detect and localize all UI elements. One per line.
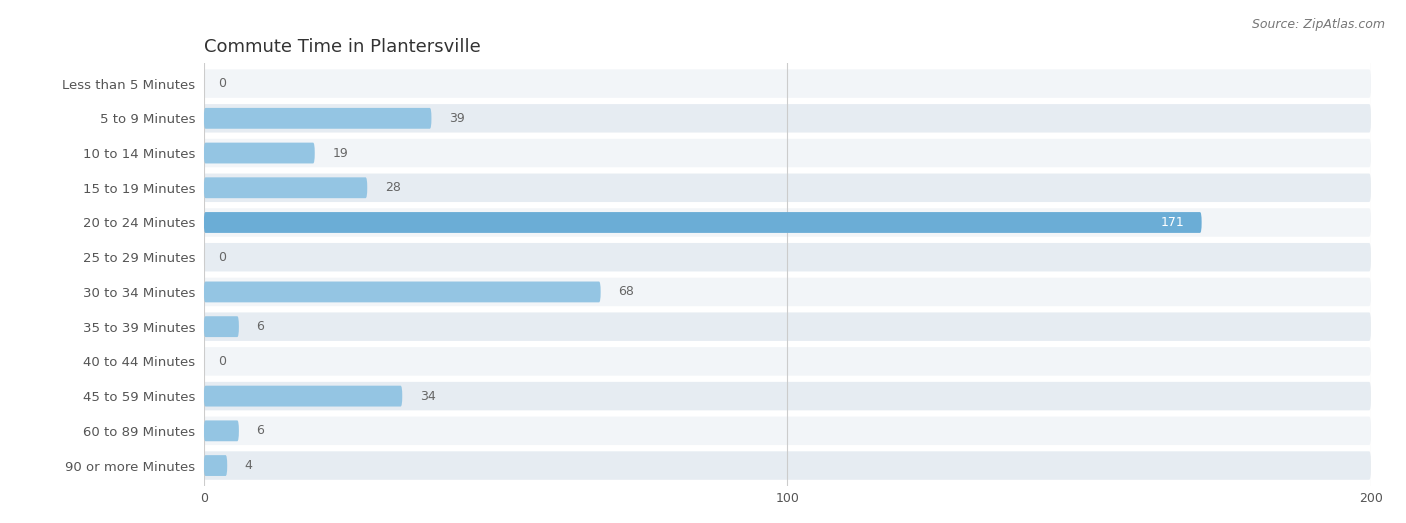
- Text: 39: 39: [449, 112, 465, 125]
- FancyBboxPatch shape: [204, 278, 1371, 306]
- FancyBboxPatch shape: [204, 451, 1371, 480]
- FancyBboxPatch shape: [204, 312, 1371, 341]
- Text: 0: 0: [218, 355, 226, 368]
- FancyBboxPatch shape: [204, 139, 1371, 167]
- FancyBboxPatch shape: [204, 143, 315, 164]
- FancyBboxPatch shape: [204, 281, 600, 302]
- Text: 34: 34: [420, 390, 436, 403]
- FancyBboxPatch shape: [204, 104, 1371, 132]
- FancyBboxPatch shape: [204, 212, 1202, 233]
- FancyBboxPatch shape: [204, 420, 239, 441]
- Text: 6: 6: [256, 424, 264, 437]
- FancyBboxPatch shape: [204, 382, 1371, 411]
- FancyBboxPatch shape: [204, 316, 239, 337]
- FancyBboxPatch shape: [204, 385, 402, 406]
- Text: 4: 4: [245, 459, 253, 472]
- Text: 68: 68: [619, 286, 634, 299]
- FancyBboxPatch shape: [204, 174, 1371, 202]
- Text: 0: 0: [218, 251, 226, 264]
- FancyBboxPatch shape: [204, 108, 432, 129]
- FancyBboxPatch shape: [204, 177, 367, 198]
- FancyBboxPatch shape: [204, 243, 1371, 271]
- FancyBboxPatch shape: [204, 417, 1371, 445]
- Text: 171: 171: [1160, 216, 1184, 229]
- Text: 6: 6: [256, 320, 264, 333]
- FancyBboxPatch shape: [204, 347, 1371, 376]
- Text: Commute Time in Plantersville: Commute Time in Plantersville: [204, 38, 481, 55]
- FancyBboxPatch shape: [204, 70, 1371, 98]
- Text: Source: ZipAtlas.com: Source: ZipAtlas.com: [1251, 18, 1385, 31]
- FancyBboxPatch shape: [204, 208, 1371, 237]
- FancyBboxPatch shape: [204, 455, 228, 476]
- Text: 28: 28: [385, 181, 401, 194]
- Text: 19: 19: [332, 146, 349, 160]
- Text: 0: 0: [218, 77, 226, 90]
